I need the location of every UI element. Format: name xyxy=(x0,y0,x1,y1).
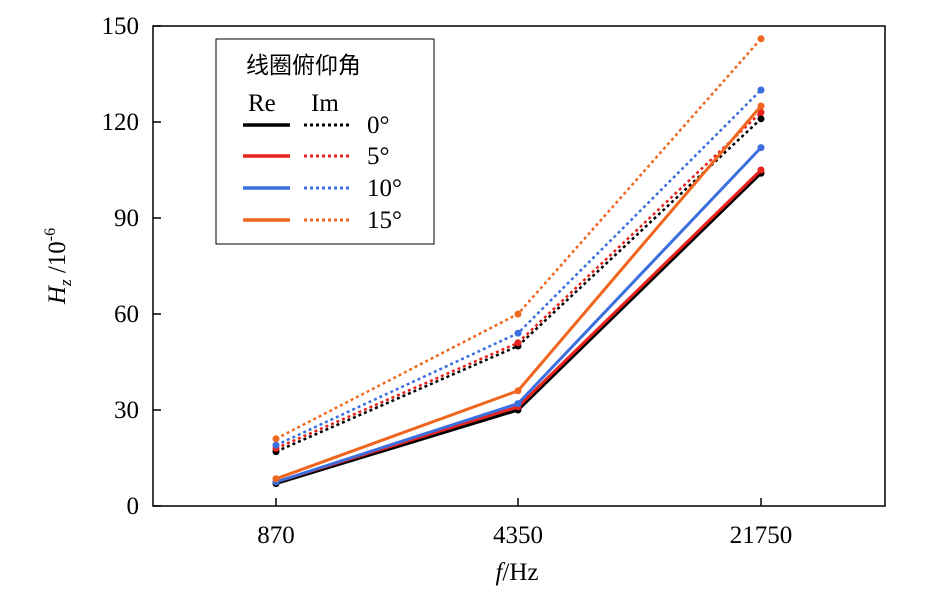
data-point xyxy=(757,115,765,123)
data-point xyxy=(757,166,765,174)
legend-entry-label: 0° xyxy=(367,112,390,139)
y-tick-label: 120 xyxy=(102,109,140,136)
legend-col-im: Im xyxy=(311,90,339,117)
data-point xyxy=(757,86,765,94)
x-tick-label: 4350 xyxy=(493,522,543,549)
data-point xyxy=(757,108,765,116)
data-point xyxy=(272,435,280,443)
legend-entry-label: 5° xyxy=(367,143,390,170)
data-point xyxy=(514,339,522,347)
data-point xyxy=(272,441,280,449)
y-tick-label: 0 xyxy=(127,493,140,520)
legend-rows: 0° 5° 10° 15° xyxy=(243,112,402,234)
data-point xyxy=(514,310,522,318)
data-point xyxy=(757,144,765,152)
legend-entry-label: 15° xyxy=(367,207,402,234)
y-tick-label: 30 xyxy=(114,397,139,424)
legend-col-re: Re xyxy=(248,90,276,117)
x-tick-label: 21750 xyxy=(730,522,793,549)
data-point xyxy=(757,102,765,110)
data-point xyxy=(272,475,280,483)
x-axis-label: f/Hz xyxy=(495,559,538,586)
data-point xyxy=(757,35,765,43)
legend: 线圈俯仰角 Re Im 0° 5° 10° 15° xyxy=(215,38,435,245)
y-tick-label: 60 xyxy=(114,301,139,328)
data-point xyxy=(514,387,522,395)
legend-title: 线圈俯仰角 xyxy=(246,53,361,79)
x-tick-label: 870 xyxy=(257,522,295,549)
x-axis: 870 4350 21750 xyxy=(257,498,792,549)
legend-box xyxy=(215,38,435,245)
y-tick-label: 150 xyxy=(102,13,140,40)
y-tick-label: 90 xyxy=(114,205,139,232)
y-axis-label: Hz /10-6 xyxy=(42,228,75,305)
legend-entry-label: 10° xyxy=(367,175,402,202)
plot-frame xyxy=(152,25,886,507)
series-lines xyxy=(272,35,765,488)
data-point xyxy=(514,329,522,337)
data-point xyxy=(514,400,522,408)
y-axis: 0 30 60 90 120 150 xyxy=(102,13,161,520)
